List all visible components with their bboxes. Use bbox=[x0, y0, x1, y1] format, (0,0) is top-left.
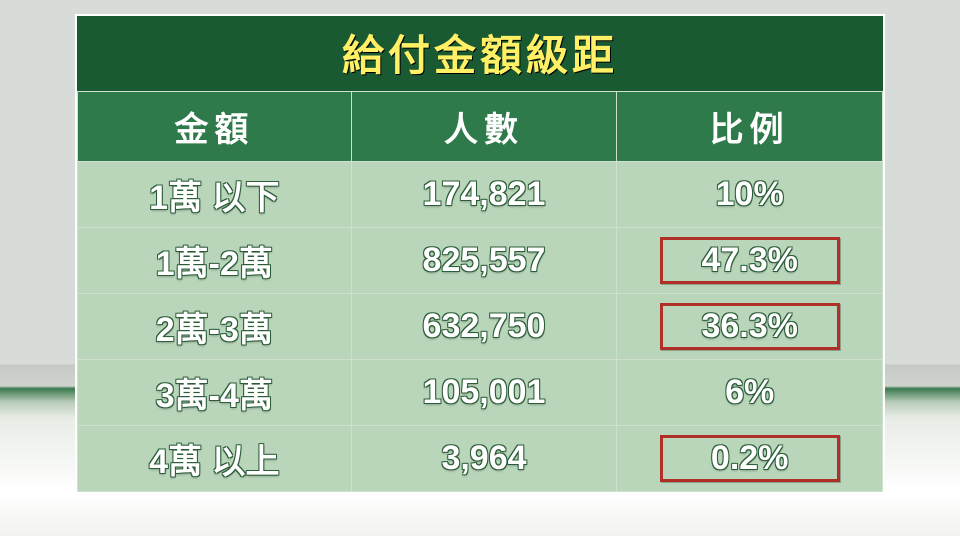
ratio-value: 10% bbox=[716, 175, 784, 213]
cell-people: 3,964 bbox=[351, 426, 617, 492]
cell-amount: 1萬 以下 bbox=[78, 162, 352, 228]
ratio-value-highlight: 0.2% bbox=[660, 435, 840, 482]
cell-amount: 3萬-4萬 bbox=[78, 360, 352, 426]
col-header-people: 人數 bbox=[351, 92, 617, 162]
panel-title: 給付金額級距 bbox=[342, 32, 618, 79]
ratio-value: 6% bbox=[725, 373, 774, 411]
title-bar: 給付金額級距 bbox=[75, 14, 885, 91]
table-row: 3萬-4萬 105,001 6% bbox=[78, 360, 883, 426]
cell-amount: 4萬 以上 bbox=[78, 426, 352, 492]
col-header-amount: 金額 bbox=[78, 92, 352, 162]
cell-ratio: 10% bbox=[617, 162, 883, 228]
ratio-value-highlight: 36.3% bbox=[660, 303, 840, 350]
cell-ratio: 0.2% bbox=[617, 426, 883, 492]
cell-people: 105,001 bbox=[351, 360, 617, 426]
table-row: 1萬-2萬 825,557 47.3% bbox=[78, 228, 883, 294]
ratio-value-highlight: 47.3% bbox=[660, 237, 840, 284]
cell-people: 632,750 bbox=[351, 294, 617, 360]
payment-bracket-panel: 給付金額級距 金額 人數 比例 1萬 以下 174,821 10% bbox=[75, 14, 885, 494]
cell-people: 825,557 bbox=[351, 228, 617, 294]
cell-people: 174,821 bbox=[351, 162, 617, 228]
table-row: 1萬 以下 174,821 10% bbox=[78, 162, 883, 228]
cell-amount: 1萬-2萬 bbox=[78, 228, 352, 294]
cell-ratio: 47.3% bbox=[617, 228, 883, 294]
col-header-ratio: 比例 bbox=[617, 92, 883, 162]
cell-amount: 2萬-3萬 bbox=[78, 294, 352, 360]
table-row: 4萬 以上 3,964 0.2% bbox=[78, 426, 883, 492]
cell-ratio: 6% bbox=[617, 360, 883, 426]
bracket-table: 金額 人數 比例 1萬 以下 174,821 10% 1萬-2萬 825,557… bbox=[77, 91, 883, 492]
cell-ratio: 36.3% bbox=[617, 294, 883, 360]
table-container: 金額 人數 比例 1萬 以下 174,821 10% 1萬-2萬 825,557… bbox=[75, 91, 885, 494]
table-header-row: 金額 人數 比例 bbox=[78, 92, 883, 162]
table-row: 2萬-3萬 632,750 36.3% bbox=[78, 294, 883, 360]
